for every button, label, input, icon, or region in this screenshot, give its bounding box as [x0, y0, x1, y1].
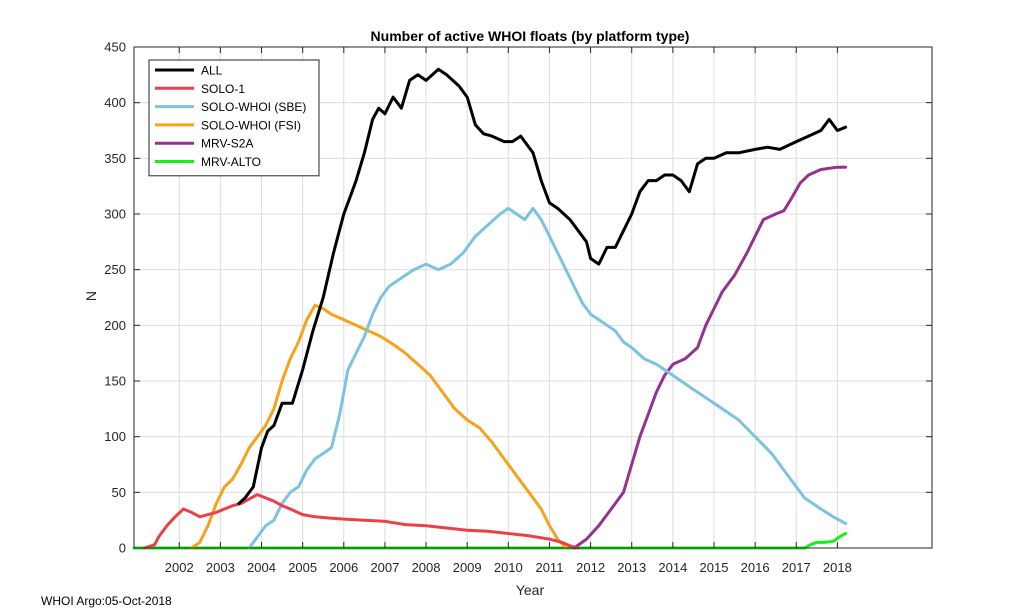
series-line-mrv-s2a	[572, 165, 848, 550]
series-layer	[132, 67, 848, 550]
y-tick-label: 450	[104, 40, 126, 55]
axis-ticks: 2002 2003 2004 2005 2006 2007 2008 2009 2010 2011…	[104, 40, 932, 575]
footer-text: WHOI Argo:05-Oct-2018	[41, 594, 172, 608]
legend-label: SOLO-WHOI (SBE)	[201, 100, 306, 114]
legend-label: MRV-ALTO	[201, 155, 261, 169]
x-tick-label: 2015	[700, 560, 729, 575]
x-tick-label: 2010	[494, 560, 523, 575]
legend: ALL SOLO-1 SOLO-WHOI (SBE) SOLO-WHOI (FSI) M…	[148, 59, 320, 177]
legend-label: SOLO-1	[201, 82, 245, 96]
legend-label: SOLO-WHOI (FSI)	[201, 118, 301, 132]
x-tick-label: 2012	[576, 560, 605, 575]
series-line-mrv-alto	[132, 532, 848, 550]
y-tick-label: 300	[104, 207, 126, 222]
x-tick-label: 2007	[370, 560, 399, 575]
y-tick-label: 50	[112, 485, 126, 500]
legend-label: MRV-S2A	[201, 137, 253, 151]
x-tick-label: 2011	[535, 560, 563, 575]
y-tick-label: 400	[104, 95, 126, 110]
series-line-solo-whoi-fsi	[190, 303, 568, 550]
y-axis-label: N	[83, 291, 99, 301]
y-tick-label: 350	[104, 151, 126, 166]
y-tick-label: 250	[104, 262, 126, 277]
plot-frame	[133, 46, 933, 549]
x-tick-label: 2002	[165, 560, 194, 575]
y-tick-label: 0	[119, 541, 126, 556]
x-tick-label: 2009	[453, 560, 482, 575]
x-tick-label: 2008	[412, 560, 441, 575]
legend-box	[148, 59, 320, 177]
chart-title: Number of active WHOI floats (by platfor…	[371, 28, 690, 44]
x-tick-label: 2018	[823, 560, 852, 575]
x-tick-label: 2005	[288, 560, 317, 575]
x-tick-label: 2004	[247, 560, 276, 575]
x-tick-label: 2003	[206, 560, 235, 575]
series-line-all	[237, 67, 848, 505]
y-tick-label: 100	[104, 429, 126, 444]
x-tick-label: 2006	[329, 560, 358, 575]
series-line-solo-whoi-sbe	[247, 206, 848, 550]
x-axis-label: Year	[516, 582, 545, 598]
y-tick-label: 200	[104, 318, 126, 333]
series-line-solo-1	[142, 493, 580, 550]
x-tick-label: 2013	[617, 560, 646, 575]
legend-label: ALL	[201, 64, 223, 78]
x-tick-label: 2017	[782, 560, 811, 575]
y-tick-label: 150	[104, 374, 126, 389]
x-tick-label: 2016	[741, 560, 770, 575]
x-tick-label: 2014	[658, 560, 687, 575]
